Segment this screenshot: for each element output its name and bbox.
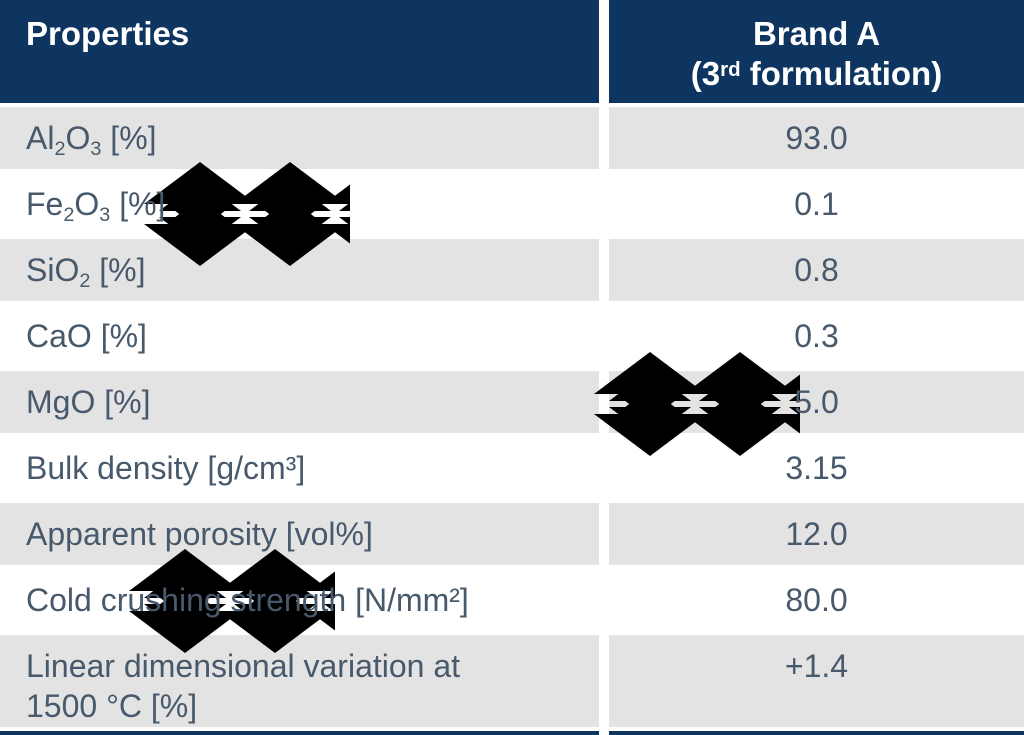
bottom-strip-gap bbox=[599, 727, 609, 735]
column-gap bbox=[599, 433, 609, 499]
column-gap bbox=[599, 235, 609, 301]
value-text: 3.15 bbox=[785, 450, 848, 486]
value-cell: 93.0 bbox=[609, 103, 1024, 169]
header-cell-properties: Properties bbox=[0, 0, 599, 103]
value-text: 5.0 bbox=[794, 384, 839, 420]
property-cell: Al2O3 [%] bbox=[0, 103, 599, 169]
property-label: Apparent porosity [vol%] bbox=[26, 516, 373, 552]
value-cell: 12.0 bbox=[609, 499, 1024, 565]
value-text: 0.8 bbox=[794, 252, 839, 288]
property-label: Bulk density [g/cm³] bbox=[26, 450, 306, 486]
property-label: Linear dimensional variation at 1500 °C [… bbox=[26, 648, 461, 724]
property-cell: Bulk density [g/cm³] bbox=[0, 433, 599, 499]
header-column-gap bbox=[599, 0, 609, 103]
value-cell: 5.0 bbox=[609, 367, 1024, 433]
header-cell-brand: Brand A (3rd formulation) bbox=[609, 0, 1024, 103]
column-gap bbox=[599, 169, 609, 235]
property-label: Al2O3 [%] bbox=[26, 120, 157, 160]
value-cell: 0.3 bbox=[609, 301, 1024, 367]
bottom-strip-left bbox=[0, 727, 599, 735]
column-gap bbox=[599, 631, 609, 727]
property-label: Cold crushing strength [N/mm²] bbox=[26, 582, 469, 618]
column-gap bbox=[599, 103, 609, 169]
value-cell: +1.4 bbox=[609, 631, 1024, 727]
property-label: CaO [%] bbox=[26, 318, 147, 354]
column-gap bbox=[599, 565, 609, 631]
value-cell: 0.1 bbox=[609, 169, 1024, 235]
property-label: Fe2O3 [%] bbox=[26, 186, 166, 226]
value-text: 80.0 bbox=[785, 582, 848, 618]
property-cell: CaO [%] bbox=[0, 301, 599, 367]
header-brand-label: Brand A (3rd formulation) bbox=[690, 15, 943, 92]
column-gap bbox=[599, 367, 609, 433]
bottom-strip-right bbox=[609, 727, 1024, 735]
value-cell: 80.0 bbox=[609, 565, 1024, 631]
property-label: MgO [%] bbox=[26, 384, 151, 420]
property-cell: Cold crushing strength [N/mm²] bbox=[0, 565, 599, 631]
property-label: SiO2 [%] bbox=[26, 252, 146, 292]
value-text: 93.0 bbox=[785, 120, 848, 156]
column-gap bbox=[599, 499, 609, 565]
property-cell: Apparent porosity [vol%] bbox=[0, 499, 599, 565]
value-cell: 0.8 bbox=[609, 235, 1024, 301]
property-cell: Linear dimensional variation at 1500 °C [… bbox=[0, 631, 599, 727]
property-cell: Fe2O3 [%] bbox=[0, 169, 599, 235]
value-text: 0.3 bbox=[794, 318, 839, 354]
header-properties-label: Properties bbox=[26, 15, 190, 52]
property-cell: MgO [%] bbox=[0, 367, 599, 433]
value-text: 12.0 bbox=[785, 516, 848, 552]
column-gap bbox=[599, 301, 609, 367]
property-cell: SiO2 [%] bbox=[0, 235, 599, 301]
value-text: +1.4 bbox=[784, 648, 849, 684]
value-cell: 3.15 bbox=[609, 433, 1024, 499]
value-text: 0.1 bbox=[794, 186, 839, 222]
